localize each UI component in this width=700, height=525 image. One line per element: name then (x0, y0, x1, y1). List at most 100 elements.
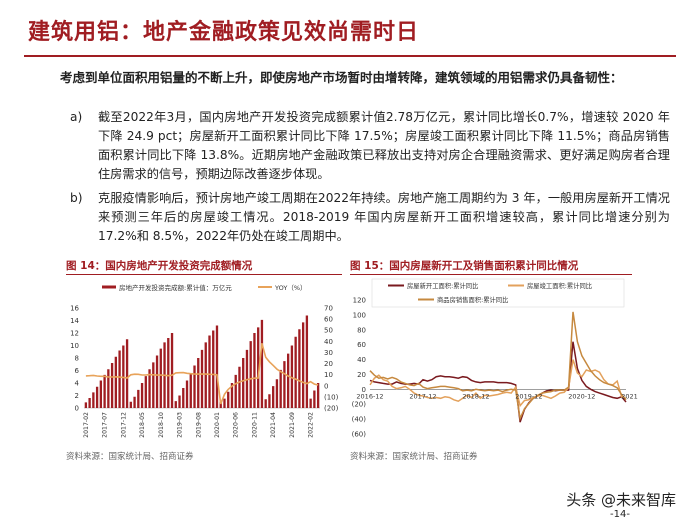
bar-mark (159, 348, 162, 408)
bar-mark (257, 327, 260, 408)
x-tick-label: 2016-12 (356, 392, 383, 400)
lead-paragraph: 考虑到单位面积用铝量的不断上升，即使房地产市场暂时由增转降，建筑领域的用铝需求仍… (60, 70, 623, 85)
bar-mark (114, 356, 118, 408)
bar-mark (275, 379, 279, 408)
bar-mark (152, 362, 155, 408)
bar-mark (148, 369, 151, 408)
bar-mark (144, 376, 147, 408)
bar-mark (249, 341, 252, 408)
bar-mark (189, 373, 192, 408)
bar-mark (227, 391, 230, 408)
bar-mark (215, 325, 219, 408)
bar-mark (294, 336, 297, 408)
y-tick-label: 120 (353, 297, 366, 305)
figure-14-source: 资料来源：国家统计局、招商证券 (66, 452, 194, 462)
bar-mark (290, 345, 294, 408)
x-tick-label: 2020-12 (568, 392, 595, 400)
bar-mark (286, 353, 290, 408)
y-left-tick-label: 4 (75, 380, 80, 388)
bar-mark (107, 369, 110, 408)
bar-mark (253, 333, 256, 408)
y-right-tick-label: 0 (324, 382, 328, 390)
bar-mark (309, 398, 312, 408)
footer-brand: 头条 @未来智库 (566, 491, 676, 509)
figure-14-rule (66, 274, 342, 275)
title-divider (24, 55, 676, 57)
bar-mark (118, 350, 121, 408)
x-tick-label: 2020-11 (251, 412, 258, 438)
bar-mark (167, 338, 170, 408)
list-item-marker: b) (70, 191, 83, 205)
legend-box (371, 278, 625, 308)
y-left-tick-label: 10 (70, 342, 79, 350)
bar-mark (272, 386, 275, 408)
y-right-tick-label: 70 (324, 305, 333, 313)
legend-line-label: YOY（%） (274, 284, 307, 292)
bar-mark (238, 366, 241, 408)
x-tick-label: 2017-07 (102, 412, 109, 438)
bar-mark (182, 388, 185, 408)
y-tick-label: (60) (352, 431, 367, 439)
y-right-tick-label: 60 (324, 316, 333, 324)
y-left-tick-label: 12 (70, 330, 79, 338)
figure-14-chart: 房地产开发投资完成额:累计值：万亿元 YOY（%） 0 2 4 6 8 10 12 14 16 (20… (70, 283, 339, 438)
x-tick-label: 2018-12 (462, 392, 489, 400)
bar-mark (234, 374, 237, 408)
bar-mark (260, 319, 264, 408)
series-line (369, 341, 627, 423)
figure-15-title: 图 15：国内房屋新开工及销售面积累计同比情况 (350, 260, 579, 272)
y-left-tick-label: 14 (70, 317, 79, 325)
legend-bar-label: 房地产开发投资完成额:累计值：万亿元 (119, 283, 232, 292)
y-right-tick-label: 30 (324, 349, 333, 357)
x-tick-label: 2017-02 (83, 412, 90, 438)
y-tick-label: 20 (357, 371, 366, 379)
bar-mark (140, 383, 144, 408)
bar-mark (301, 322, 305, 408)
bar-mark (92, 392, 95, 408)
bar-mark (133, 396, 136, 408)
list-item-marker: a) (70, 110, 83, 124)
list-item-a: a) 截至2022年3月，国内房地产开发投资完成额累计值2.78万亿元，累计同比… (70, 108, 670, 184)
x-tick-label: 2021-09 (289, 412, 296, 438)
x-tick-label: 2021-12 (621, 392, 638, 400)
bar-mark (242, 358, 245, 408)
y-right-tick-label: (10) (324, 393, 339, 401)
y-tick-label: (20) (352, 401, 367, 409)
bar-mark (313, 390, 316, 408)
bar-mark (223, 398, 226, 408)
bar-mark (193, 365, 196, 408)
bar-mark (125, 339, 129, 408)
figure-14-title: 图 14：国内房地产开发投资完成额情况 (66, 260, 253, 272)
bar-mark (197, 358, 200, 408)
y-tick-label: 0 (362, 386, 366, 394)
bar-mark (174, 401, 177, 408)
y-left-tick-label: 8 (75, 355, 79, 363)
list-item-b: b) 克服疫情影响后，预计房地产竣工周期在2022年持续。房地产施工周期约为 3… (70, 189, 670, 246)
y-left-tick-label: 6 (75, 367, 80, 375)
list-item-text: 截至2022年3月，国内房地产开发投资完成额累计值2.78万亿元，累计同比增长0… (98, 110, 670, 181)
page-title: 建筑用铝：地产金融政策见效尚需时日 (28, 19, 420, 45)
bar-mark (268, 394, 271, 408)
bar-mark (305, 315, 309, 408)
bar-mark (204, 342, 207, 408)
x-tick-label: 2019-12 (515, 392, 542, 400)
x-tick-label: 2018-05 (139, 412, 146, 438)
list-item-text: 克服疫情影响后，预计房地产竣工周期在2022年持续。房地产施工周期约为 3 年，… (98, 191, 670, 243)
legend-label: 房屋竣工面积:累计同比 (527, 281, 592, 290)
bar-mark (84, 402, 88, 408)
bar-mark (185, 380, 189, 408)
bar-mark (103, 374, 106, 408)
y-left-tick-label: 0 (75, 405, 79, 413)
y-tick-label: (40) (352, 416, 367, 424)
y-tick-label: 80 (357, 326, 366, 334)
figure-15-source: 资料来源：国家统计局、招商证券 (350, 452, 478, 462)
bar-mark (178, 395, 181, 408)
x-tick-label: 2017-12 (409, 392, 436, 400)
y-left-tick-label: 16 (70, 305, 79, 313)
figure-15-rule (350, 274, 632, 275)
bar-mark (279, 369, 282, 408)
bar-mark (219, 401, 222, 408)
bar-mark (264, 399, 267, 408)
y-right-tick-label: 10 (324, 371, 333, 379)
